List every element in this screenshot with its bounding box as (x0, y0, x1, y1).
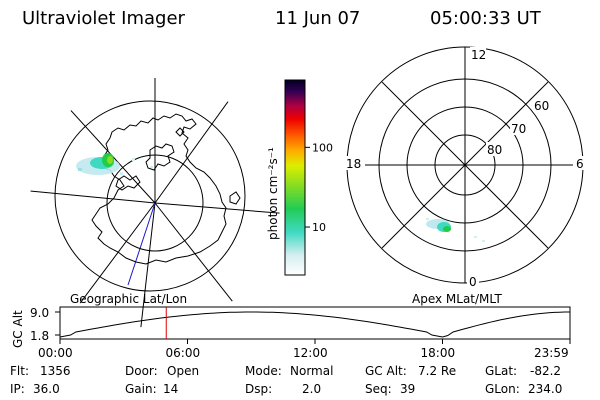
seq-value: 39 (400, 382, 415, 396)
mlat-label-80: 80 (487, 143, 502, 157)
dsp-label: Dsp: (245, 382, 272, 396)
left-panel-label: Geographic Lat/Lon (70, 292, 187, 306)
coastline (175, 127, 185, 137)
orbit-ground-track (127, 202, 156, 286)
gcalt-value: 7.2 Re (418, 364, 456, 378)
coastline (145, 143, 175, 171)
ip-label: IP: (10, 382, 25, 396)
geographic-map (30, 78, 280, 328)
auroral-emission-right (426, 218, 485, 242)
door-value: Open (167, 364, 199, 378)
instrument-title: Ultraviolet Imager (22, 8, 186, 29)
mode-value: Normal (290, 364, 333, 378)
orbit-x-tick-label: 12:00 (293, 346, 328, 360)
mlt-label-6: 6 (576, 157, 584, 171)
orbit-altitude-plot: GC Alt 9.0 1.8 00:00 06:00 12:00 18:00 23:59 (11, 306, 571, 360)
mlt-label-12: 12 (471, 48, 486, 62)
meridian-line (154, 202, 280, 215)
orbit-altitude-curve (59, 311, 570, 338)
colorbar: 10 100 photon cm⁻²s⁻¹ (266, 79, 333, 276)
colorbar-tick-label: 10 (312, 221, 326, 234)
mlat-mlt-dial: 12 18 6 0 60 70 80 (345, 46, 585, 289)
status-panel: Flt: 1356 IP: 36.0 Door: Open Gain: 14 M… (10, 364, 562, 396)
colorbar-unit-label: photon cm⁻²s⁻¹ (266, 147, 280, 240)
time-label: 05:00:33 UT (430, 8, 542, 29)
coastline (91, 113, 227, 265)
gcalt-label: GC Alt: (365, 364, 407, 378)
colorbar-ticks: 10 100 (305, 141, 333, 234)
colorbar-gradient (284, 79, 306, 276)
flt-label: Flt: (10, 364, 29, 378)
mlat-label-60: 60 (534, 99, 549, 113)
glat-value: -82.2 (530, 364, 561, 378)
mlat-label-70: 70 (511, 122, 526, 136)
orbit-x-tick-label: 00:00 (38, 346, 73, 360)
orbit-x-tick-label: 23:59 (534, 346, 569, 360)
date-label: 11 Jun 07 (275, 8, 360, 29)
colorbar-tick-label: 100 (312, 141, 333, 154)
orbit-x-ticks: 00:00 06:00 12:00 18:00 23:59 (38, 339, 571, 360)
seq-label: Seq: (365, 382, 392, 396)
orbit-ytick-low: 1.8 (30, 329, 49, 343)
glat-label: GLat: (485, 364, 517, 378)
flt-value: 1356 (40, 364, 71, 378)
gain-label: Gain: (125, 382, 157, 396)
right-panel-label: Apex MLat/MLT (412, 292, 502, 306)
mlt-axis-diagonal (381, 81, 549, 249)
orbit-ylabel: GC Alt (11, 310, 25, 348)
meridian-line (30, 189, 156, 204)
orbit-x-tick-label: 06:00 (166, 346, 201, 360)
glon-label: GLon: (485, 382, 520, 396)
latitude-circle (54, 100, 246, 292)
orbit-x-tick-label: 18:00 (421, 346, 456, 360)
auroral-emission-left (76, 153, 153, 175)
glon-value: 234.0 (528, 382, 562, 396)
mlt-label-0: 0 (469, 275, 477, 289)
coastline (115, 175, 141, 191)
door-label: Door: (125, 364, 158, 378)
mode-label: Mode: (245, 364, 282, 378)
ip-value: 36.0 (33, 382, 60, 396)
coastline (229, 191, 241, 205)
meridian-line (139, 202, 156, 328)
orbit-ytick-high: 9.0 (30, 306, 49, 320)
latitude-circle (106, 154, 204, 252)
dsp-value: 2.0 (302, 382, 321, 396)
gain-value: 14 (163, 382, 178, 396)
mlt-label-18: 18 (346, 157, 361, 171)
